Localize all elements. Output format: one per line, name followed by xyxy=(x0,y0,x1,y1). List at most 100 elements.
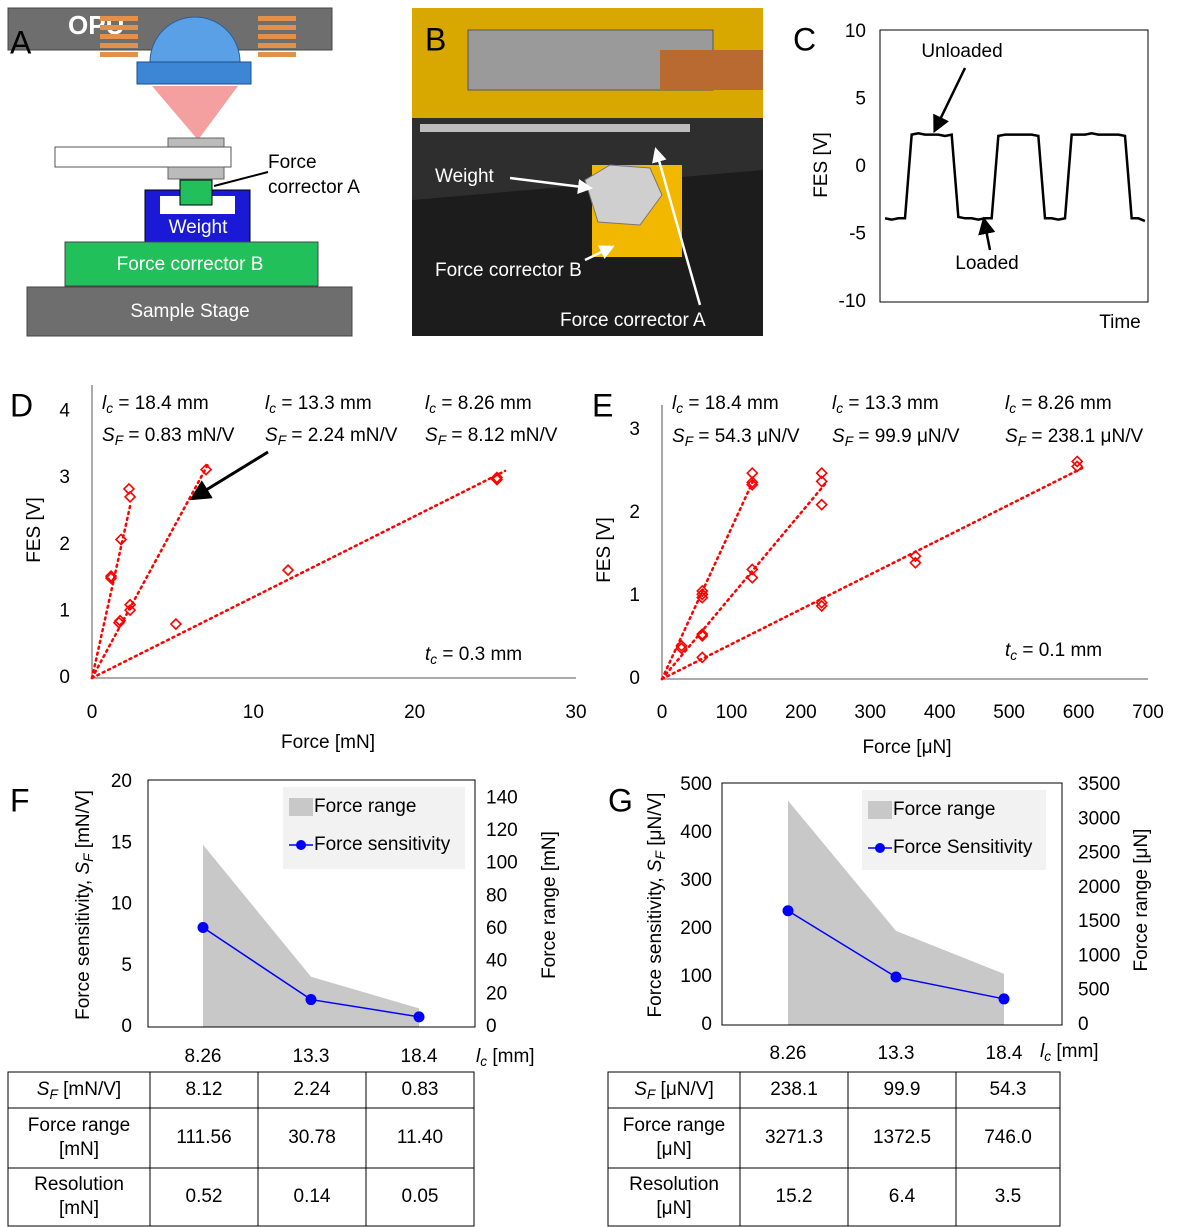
y2-axis-title: Force range [mN] xyxy=(539,831,560,979)
x-tick-label: 30 xyxy=(565,702,586,723)
y-tick-label: 2 xyxy=(629,502,640,523)
diagram-a: OPU Weight Force corrector A Force corre… xyxy=(7,7,360,337)
table-text: 3.5 xyxy=(995,1186,1021,1207)
y-axis-title: FES [V] xyxy=(594,517,615,582)
data-point xyxy=(696,591,709,604)
marker xyxy=(197,922,209,934)
y2-tick-label: 500 xyxy=(1078,980,1110,1001)
annotation-part: S xyxy=(425,425,438,446)
y-tick-label: 0 xyxy=(629,668,640,689)
leader xyxy=(584,245,615,262)
plot-frame xyxy=(721,782,1063,1026)
annotation: Loaded xyxy=(955,253,1018,274)
weight xyxy=(584,164,663,226)
data-point xyxy=(1071,460,1084,473)
annotation-part: F xyxy=(685,434,694,449)
marker xyxy=(890,971,902,983)
data-point xyxy=(696,651,709,664)
annotation-part: c xyxy=(1009,401,1016,416)
annotation-part: F xyxy=(438,433,447,448)
annotation-part: c xyxy=(430,652,437,667)
corrector-b-label: Force corrector B xyxy=(117,254,264,275)
y2-tick-label: 100 xyxy=(486,853,518,874)
annotation-part: l xyxy=(425,393,430,414)
data-point xyxy=(114,533,128,546)
annotation-part: c xyxy=(269,401,276,416)
table-text: [mN] xyxy=(59,1139,99,1160)
annotation-part: F xyxy=(278,433,287,448)
y-tick-label: 5 xyxy=(855,89,866,110)
table-text: 111.56 xyxy=(176,1127,231,1148)
x-tick-label: 18.4 xyxy=(986,1043,1023,1064)
table-cell xyxy=(955,1167,1061,1227)
annotation-part: c xyxy=(106,401,113,416)
annotation-part: = 18.4 mm xyxy=(113,393,209,414)
legend-box xyxy=(862,790,1046,870)
y-tick-label: 1 xyxy=(59,600,70,621)
table-text: 1372.5 xyxy=(873,1127,931,1148)
y2-tick-label: 2500 xyxy=(1078,843,1120,864)
x-axis-title: lc [mm] xyxy=(476,1046,535,1069)
data-point xyxy=(675,639,688,652)
annotation-part: = 8.26 mm xyxy=(1016,393,1112,414)
x-axis-title: lc [mm] xyxy=(1040,1041,1099,1064)
x-tick-label: 200 xyxy=(785,702,817,723)
annotation-part: l xyxy=(102,393,107,414)
sample-stage xyxy=(26,286,353,337)
table-text: 54.3 xyxy=(990,1079,1027,1100)
data-point xyxy=(1071,455,1084,468)
panel-label: G xyxy=(608,782,633,818)
y2-tick-label: 140 xyxy=(486,787,518,808)
table-text-part: S xyxy=(37,1079,50,1100)
beam xyxy=(420,124,690,132)
legend-swatch xyxy=(289,798,313,816)
table-text: Resolution xyxy=(34,1174,124,1195)
marker xyxy=(998,993,1010,1005)
stage-label: Sample Stage xyxy=(130,301,249,322)
y-tick-label: 0 xyxy=(855,156,866,177)
data-point xyxy=(815,498,828,511)
data-point xyxy=(490,473,504,486)
table-text: SF [μN/V] xyxy=(634,1079,714,1102)
y-axis-title: FES [V] xyxy=(811,132,832,197)
y2-tick-label: 3000 xyxy=(1078,808,1120,829)
y-tick-label: 15 xyxy=(111,832,132,853)
y-tick-label: 2 xyxy=(59,534,70,555)
table-text: Resolution xyxy=(629,1174,719,1195)
annotation: Unloaded xyxy=(921,41,1002,62)
annotation-part: c xyxy=(676,401,683,416)
y2-tick-label: 80 xyxy=(486,885,507,906)
y-axis-title: FES [V] xyxy=(24,497,45,562)
annotation-part: = 18.4 mm xyxy=(683,393,779,414)
annotation: SF = 99.9 μN/V xyxy=(832,426,960,449)
annotation-part: l xyxy=(672,393,677,414)
annotation-part: S xyxy=(672,426,685,447)
y2-tick-label: 20 xyxy=(486,983,507,1004)
annotation: tc = 0.3 mm xyxy=(425,644,522,667)
plot-frame xyxy=(879,29,1149,303)
y-axis-title-part: S xyxy=(73,862,94,875)
trendline xyxy=(90,469,507,680)
x-axis-title-part: [mm] xyxy=(1051,1041,1099,1062)
weight-label: Weight xyxy=(435,166,495,187)
y-axis-title-part: [mN/V] xyxy=(73,790,94,853)
annotation-part: t xyxy=(1005,640,1011,661)
legend-swatch xyxy=(296,840,306,850)
y-tick-label: 4 xyxy=(59,401,70,422)
y2-tick-label: 60 xyxy=(486,918,507,939)
table-text-part: [μN/V] xyxy=(655,1079,713,1100)
x-tick-label: 0 xyxy=(87,702,98,723)
annotation: lc = 13.3 mm xyxy=(265,393,372,416)
corrector-a-label: corrector A xyxy=(268,177,360,198)
annotation-part: = 8.26 mm xyxy=(436,393,532,414)
annotation: lc = 8.26 mm xyxy=(425,393,532,416)
annotation-part: l xyxy=(832,393,837,414)
table-text: [mN] xyxy=(59,1198,99,1219)
data-point xyxy=(123,603,137,617)
annotation-part: = 0.3 mm xyxy=(437,644,522,665)
data-point xyxy=(123,490,137,504)
table-text: SF [mN/V] xyxy=(37,1079,121,1102)
table-text: 2.24 xyxy=(294,1079,331,1100)
data-point xyxy=(746,476,759,489)
